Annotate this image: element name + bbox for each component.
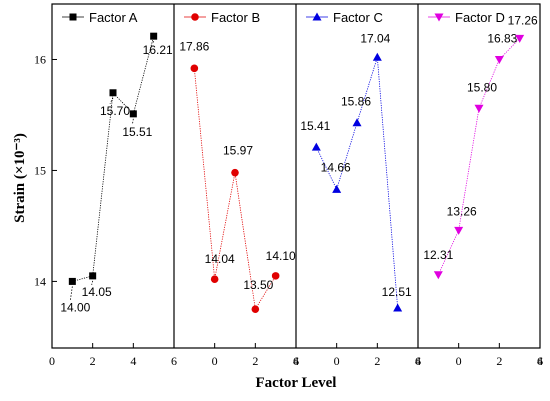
data-point [271,272,280,280]
legend-label: Factor A [89,10,138,25]
data-label: 16.21 [143,43,173,57]
x-tick-label: 6 [171,354,177,368]
data-label: 13.26 [447,204,477,218]
data-point [109,89,117,97]
data-point [454,226,464,235]
x-tick-label: 0 [334,354,340,368]
data-label: 14.04 [205,252,235,266]
legend-marker [69,13,77,21]
data-point [433,271,443,280]
data-point [89,272,97,280]
panel-2: 6 0 2 4 17.86 14.04 15.97 13.50 14.10 Factor B [171,4,299,368]
label-leader [131,118,134,125]
x-tick-label: 0 [456,354,462,368]
series-line [193,68,277,311]
data-label: 14.05 [82,285,112,299]
x-tick-label: 4 [537,354,543,368]
legend-label: Factor C [333,10,383,25]
data-point [231,168,239,177]
x-tick-label: 2 [90,354,96,368]
data-label: 15.97 [223,144,253,158]
series-line [72,36,155,282]
data-label: 17.04 [360,31,390,45]
data-point [311,142,321,151]
data-point [372,52,382,61]
series-line [437,38,520,275]
x-tick-label: 4 [130,354,136,368]
data-label: 15.80 [467,80,497,94]
x-tick-label: 0 [212,354,218,368]
data-point [251,305,260,313]
data-label: 14.10 [266,249,296,263]
data-label: 14.00 [60,300,90,314]
data-label: 15.70 [100,104,130,118]
legend-marker [434,13,444,22]
data-label: 15.86 [341,95,371,109]
data-point [68,277,76,285]
x-axis-title: Factor Level [256,375,337,391]
legend-marker [191,13,199,21]
y-tick-label: 14 [34,274,46,288]
y-tick-label: 16 [34,52,46,66]
label-leader [152,41,155,44]
x-tick-label: 2 [374,354,380,368]
legend-label: Factor B [211,10,260,25]
data-label: 15.41 [300,119,330,133]
label-leader [69,286,73,301]
x-tick-label: 2 [496,354,502,368]
x-tick-label: 4 [293,354,299,368]
data-point [129,110,137,118]
x-tick-label: 0 [49,354,55,368]
data-point [210,275,219,284]
panel-3: 6 0 2 4 15.41 14.66 15.86 17.04 12.51 Factor C [293,4,421,368]
data-point [332,184,342,193]
legend-label: Factor D [455,10,505,25]
x-tick-label: 6 [293,354,299,368]
y-tick-label: 15 [34,163,46,177]
y-axis-title: Strain (×10⁻³) [12,133,28,223]
data-label: 14.66 [321,160,351,174]
data-label: 16.83 [487,31,517,45]
data-label: 12.31 [423,248,453,262]
data-point [474,104,484,113]
label-leader [109,97,114,104]
x-tick-label: 2 [252,354,258,368]
data-point [150,32,158,40]
x-tick-label: 6 [415,354,421,368]
data-label: 13.50 [243,278,273,292]
data-point [515,34,525,43]
legend-marker [312,12,322,21]
data-label: 12.51 [382,285,412,299]
data-point [352,118,362,127]
series-line [315,57,399,309]
data-label: 17.26 [508,13,538,27]
label-leader [91,280,94,285]
data-point [190,64,199,73]
data-label: 17.86 [179,39,209,53]
data-point [494,55,504,64]
data-point [393,303,403,312]
x-tick-label: 4 [415,354,421,368]
x-tick-label: 6 [537,354,543,368]
data-label: 15.51 [122,125,152,139]
